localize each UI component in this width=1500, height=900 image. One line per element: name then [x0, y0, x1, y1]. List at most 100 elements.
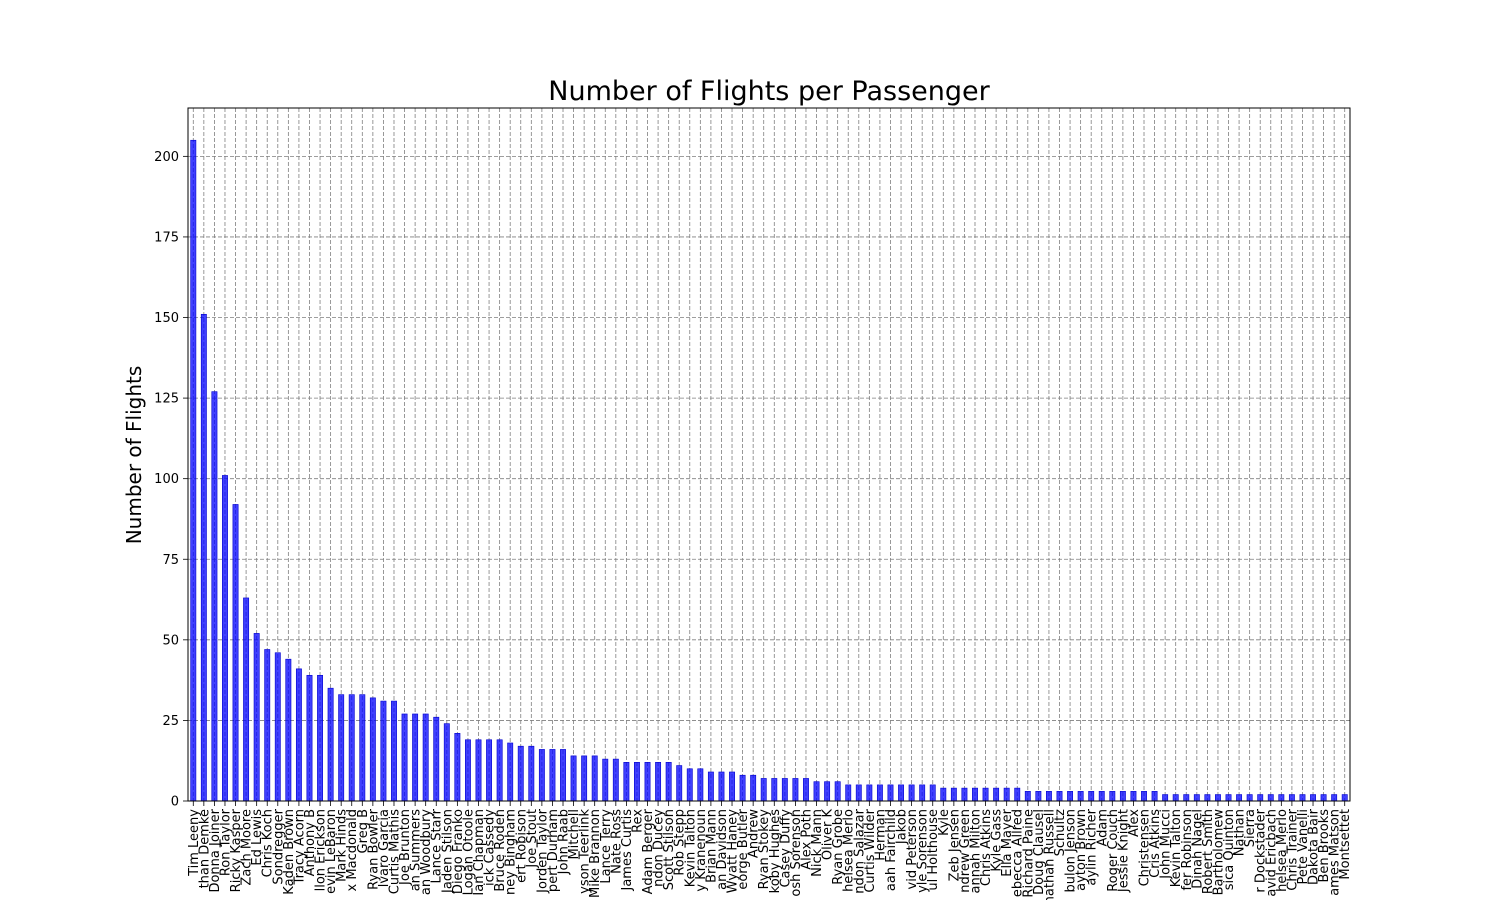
x-tick-label: Kevin Talton: [683, 809, 698, 887]
x-tick-label: Logan Otoole: [461, 809, 476, 895]
y-tick-label: 200: [154, 150, 179, 165]
bar: [517, 745, 524, 802]
bar: [1141, 791, 1147, 802]
x-tick-label: Ryan Grobe: [831, 809, 846, 885]
x-tick-label: Anthony B: [303, 809, 318, 876]
x-tick-label: ick Cassedy: [483, 809, 498, 886]
x-tick-label: Nate Ross: [609, 809, 624, 874]
x-tick-label: koby Hughes: [768, 809, 783, 894]
x-tick-label: llon Erickson: [314, 809, 329, 891]
x-tick-label: Ryan Stokey: [757, 809, 772, 890]
chart-title: Number of Flights per Passenger: [548, 76, 990, 107]
x-tick-label: Wyatt Haney: [726, 809, 741, 894]
x-tick-label: Nick Mann: [810, 809, 825, 877]
bar: [739, 774, 746, 802]
bar: [866, 784, 873, 802]
x-tick-label: Ricky Kasper: [229, 808, 244, 892]
x-tick-label: y Kranenoun: [694, 809, 709, 892]
x-tick-label: Curtis Wilder: [863, 808, 878, 892]
x-tick-label: sica Quinton: [1222, 809, 1237, 890]
bar: [1267, 794, 1274, 802]
x-tick-label: Nathan: [1233, 809, 1248, 856]
x-tick-label: eorge Butler: [736, 808, 751, 889]
bar: [317, 674, 323, 802]
bar: [781, 778, 788, 802]
bar: [1215, 794, 1221, 802]
bar: [803, 778, 809, 802]
x-tick-label: Jorden Taylor: [535, 808, 550, 894]
x-tick-label: aah Fairchild: [884, 809, 899, 891]
x-tick-label: Adam: [1095, 809, 1110, 847]
bar: [1204, 794, 1211, 802]
bar: [760, 778, 767, 802]
bar: [1014, 787, 1021, 802]
x-tick-label: John Mucci: [1159, 809, 1174, 880]
bar: [729, 771, 735, 802]
x-tick-label: Chris Atkins: [979, 809, 994, 886]
x-tick-label: ert Robison: [514, 809, 529, 883]
bar: [581, 755, 588, 802]
x-tick-label: Alex Poth: [799, 809, 814, 870]
x-tick-label: Sondregger: [271, 808, 286, 884]
bar: [1193, 794, 1200, 802]
plot-frame: [187, 107, 1351, 802]
bar: [824, 781, 831, 802]
bar: [1172, 794, 1179, 802]
bar: [665, 762, 672, 802]
bar: [1119, 791, 1126, 802]
x-tick-label: Montsettet: [1338, 809, 1353, 880]
x-tick-label: Ben Brooks: [1317, 809, 1332, 883]
bar: [750, 774, 757, 802]
bar: [486, 739, 493, 802]
x-tick-label: bulon Jenson: [1064, 809, 1079, 892]
bar: [834, 781, 841, 802]
bar: [919, 784, 926, 802]
bar: [1310, 794, 1316, 802]
y-tick-label: 25: [162, 714, 179, 729]
x-tick-label: Mike Brannon: [588, 809, 603, 898]
bar: [285, 658, 292, 802]
bar: [1288, 794, 1295, 802]
x-tick-label: Ryan Bowler: [366, 808, 381, 889]
x-tick-label: annah Milton: [968, 809, 983, 894]
bar: [644, 762, 651, 802]
x-tick-label: Richard Paine: [1021, 809, 1036, 898]
x-tick-label: aylin Richer: [1085, 808, 1100, 885]
bar: [1162, 794, 1169, 802]
x-tick-label: Jessie Knight: [1116, 809, 1131, 893]
bar: [1225, 794, 1232, 802]
x-tick-label: avid Ericbach: [1264, 809, 1279, 897]
bar: [972, 787, 978, 802]
bar: [264, 649, 271, 802]
x-tick-label: Roger Couch: [1106, 809, 1121, 892]
x-tick-label: James Curtis: [620, 809, 635, 892]
x-tick-label: Dakota Bair: [1307, 808, 1322, 885]
x-tick-label: ames Matson: [1328, 809, 1343, 896]
x-tick-label: Brian Mann: [704, 809, 719, 883]
x-tick-label: Lance Terry: [599, 809, 614, 884]
x-tick-label: x Macdonald: [345, 809, 360, 891]
bar: [560, 749, 566, 802]
bar: [348, 694, 355, 802]
x-tick-label: ul Holthouse: [926, 809, 941, 891]
bar: [676, 765, 683, 802]
x-tick-label: ebecca Allred: [1011, 809, 1026, 897]
x-tick-label: osh Sorenson: [789, 809, 804, 897]
bar: [454, 733, 461, 802]
x-tick-label: Ian Chapman: [472, 809, 487, 896]
x-tick-label: Casey Duffy: [778, 809, 793, 888]
x-tick-label: an Davidson: [715, 809, 730, 890]
bar: [1236, 794, 1243, 802]
bar: [1278, 794, 1285, 802]
x-tick-label: Jaden Stilson: [440, 809, 455, 894]
y-tick-label: 75: [162, 553, 179, 568]
x-tick-label: ney Bingham: [504, 809, 519, 895]
bar: [898, 784, 904, 802]
bar: [422, 713, 429, 802]
bar: [433, 716, 440, 802]
x-tick-label: fer Robinson: [1180, 809, 1195, 891]
bar: [697, 768, 704, 802]
x-tick-label: Cris Atkins: [1148, 809, 1163, 878]
bar: [570, 755, 577, 802]
bars-layer: [190, 139, 1348, 802]
